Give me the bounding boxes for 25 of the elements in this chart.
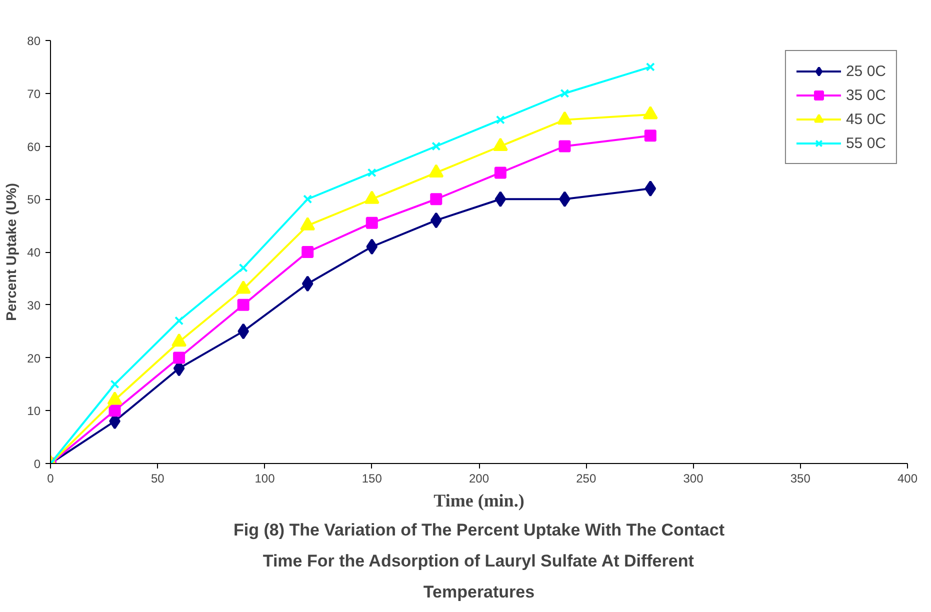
y-tick-label: 80 (27, 34, 41, 48)
y-tick-label: 10 (27, 404, 41, 418)
legend-label: 25 0C (846, 62, 886, 80)
y-tick-label: 30 (27, 298, 41, 312)
y-tick-label: 0 (34, 457, 41, 471)
y-axis-title: Percent Uptake (U%) (3, 183, 20, 321)
y-tick-label: 60 (27, 140, 41, 154)
text: Fig (8) The Variation of The Percent Uptake With The Contact Time For the Adsorption of Lauryl Sulfate At Different Temperatures (233, 520, 725, 602)
legend-label: 35 0C (846, 86, 886, 104)
x-tick-label: 300 (683, 472, 704, 486)
x-tick-label: 0 (47, 472, 54, 486)
x-tick-label: 400 (897, 472, 918, 486)
x-tick-label: 150 (362, 472, 382, 486)
x-tick-label: 200 (468, 472, 490, 486)
y-tick-label: 70 (27, 86, 41, 101)
x-tick-label: 100 (254, 472, 276, 486)
y-tick-label: 40 (27, 246, 41, 260)
x-tick-label: 50 (150, 472, 165, 486)
x-axis-title: Time (min.) (434, 490, 524, 510)
x-tick-label: 250 (576, 472, 596, 486)
x-tick-label: 350 (790, 472, 811, 486)
legend-label: 45 0C (846, 110, 886, 128)
legend-label: 55 0C (846, 134, 886, 152)
y-tick-label: 20 (27, 351, 41, 366)
y-tick-label: 50 (27, 192, 41, 207)
